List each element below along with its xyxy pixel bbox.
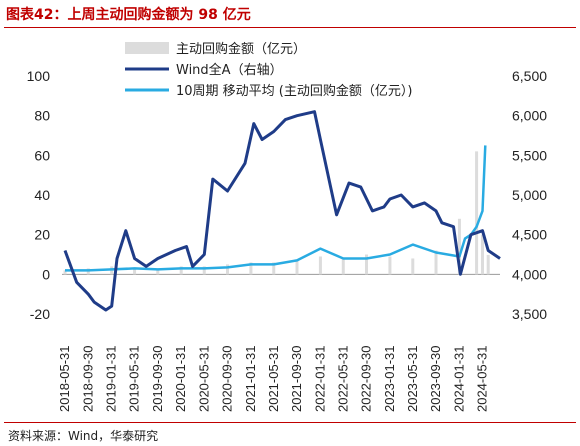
x-axis-tick-label: 2022-01-31 <box>312 346 327 413</box>
bar-repurchase <box>480 234 484 275</box>
bar-repurchase <box>475 151 479 275</box>
x-axis-tick-label: 2023-01-31 <box>382 346 397 413</box>
bar-repurchase <box>434 250 438 275</box>
bar-repurchase <box>486 254 490 275</box>
legend-swatch-bars <box>125 42 169 54</box>
legend-label-bars: 主动回购金额（亿元） <box>176 41 306 57</box>
bar-repurchase <box>249 262 253 275</box>
bar-repurchase <box>388 256 392 275</box>
bar-repurchase <box>179 266 183 275</box>
series-line-wind-a <box>63 110 501 312</box>
bar-repurchase <box>202 266 206 275</box>
bar-repurchase <box>156 268 160 275</box>
x-axis-tick-label: 2023-05-31 <box>405 346 420 413</box>
x-axis-tick-label: 2019-09-30 <box>150 346 165 413</box>
bar-repurchase <box>457 218 461 275</box>
x-axis-tick-label: 2022-05-31 <box>335 346 350 413</box>
bar-repurchase <box>225 264 229 275</box>
legend-label-ma10: 10周期 移动平均 (主动回购金额（亿元）) <box>176 83 412 99</box>
x-axis-tick-label: 2021-05-31 <box>266 346 281 413</box>
left-axis-tick-label: 100 <box>27 68 51 84</box>
right-axis-tick-label: 6,500 <box>512 68 547 84</box>
x-axis-tick-label: 2019-05-31 <box>127 346 142 413</box>
title-rule <box>4 27 576 28</box>
source-note: 资料来源：Wind，华泰研究 <box>8 429 159 443</box>
legend-label-wind-a: Wind全A（右轴） <box>176 62 283 78</box>
x-axis-tick-label: 2020-09-30 <box>219 346 234 413</box>
x-axis-tick-label: 2024-01-31 <box>451 346 466 413</box>
left-axis-tick-label: 80 <box>34 108 50 124</box>
bar-repurchase <box>133 268 137 275</box>
left-axis-tick-label: 20 <box>34 227 50 243</box>
bar-repurchase <box>318 256 322 275</box>
bar-repurchase <box>295 260 299 275</box>
left-axis-tick-label: 60 <box>34 147 50 163</box>
x-axis-tick-label: 2018-05-31 <box>57 346 72 413</box>
bar-repurchase <box>411 258 415 275</box>
x-axis-tick-label: 2020-01-31 <box>173 346 188 413</box>
x-axis-tick-label: 2021-01-31 <box>243 346 258 413</box>
chart-title: 图表42：上周主动回购金额为 98 亿元 <box>6 7 251 23</box>
right-axis-tick-label: 5,000 <box>512 187 547 203</box>
bar-repurchase <box>365 254 369 275</box>
right-axis-tick-label: 4,000 <box>512 266 547 282</box>
x-axis-tick-label: 2022-09-30 <box>359 346 374 413</box>
left-axis-tick-label: -20 <box>30 306 50 322</box>
x-axis-tick-label: 2023-09-30 <box>428 346 443 413</box>
x-axis-tick-label: 2021-09-30 <box>289 346 304 413</box>
right-axis-tick-label: 6,000 <box>512 108 547 124</box>
bar-repurchase <box>341 258 345 275</box>
left-axis-tick-label: 40 <box>34 187 50 203</box>
x-axis-tick-label: 2020-05-31 <box>196 346 211 413</box>
footer-rule <box>4 422 576 423</box>
series-line-ma10 <box>65 145 487 272</box>
right-axis-tick-label: 5,500 <box>512 147 547 163</box>
x-axis-tick-label: 2019-01-31 <box>104 346 119 413</box>
bar-repurchase <box>63 270 67 275</box>
right-axis-tick-label: 4,500 <box>512 227 547 243</box>
bar-repurchase <box>272 262 276 275</box>
right-axis-tick-label: 3,500 <box>512 306 547 322</box>
x-axis-tick-label: 2024-05-31 <box>474 346 489 412</box>
x-axis-tick-label: 2018-09-30 <box>80 346 95 413</box>
left-axis-tick-label: 0 <box>42 266 50 282</box>
